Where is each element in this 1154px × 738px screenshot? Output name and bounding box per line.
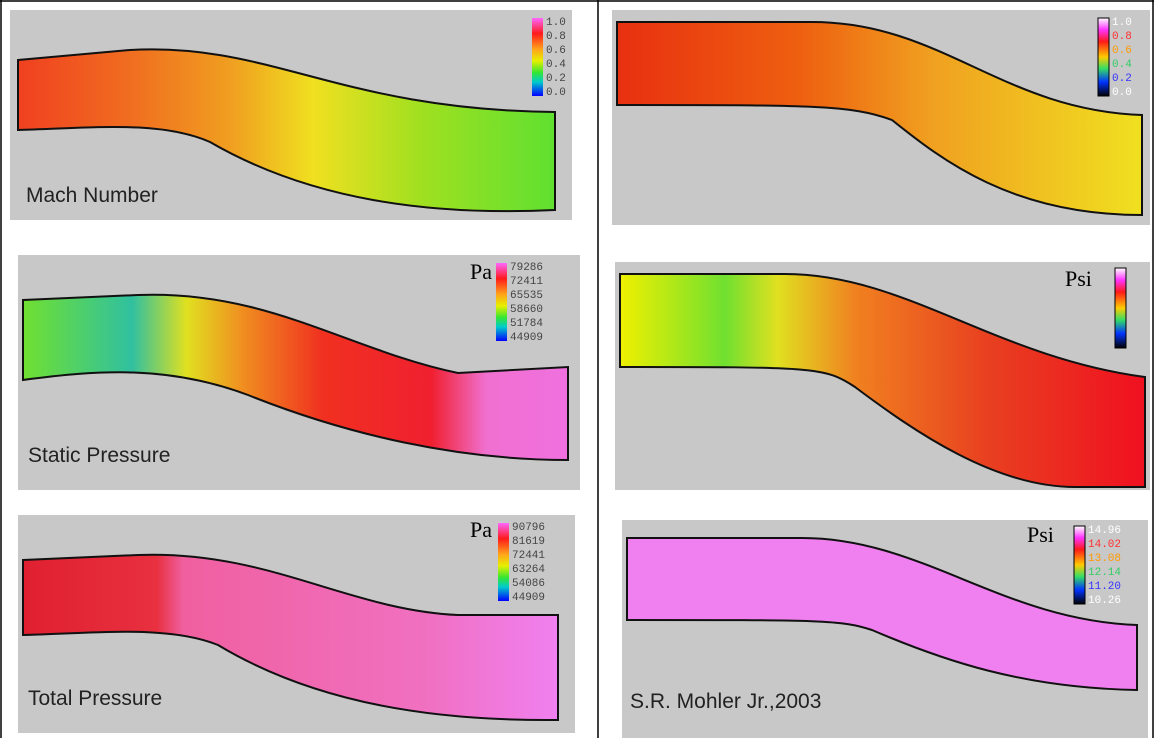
colorbar-label: 0.6 — [1112, 45, 1132, 57]
panel: 79286 72411 65535 58660 51784 44909 Pa Static P… — [18, 255, 580, 490]
colorbar-label: 54086 — [512, 578, 545, 590]
colorbar-label: 0.4 — [1112, 59, 1132, 71]
colorbar-label: 0.0 — [546, 87, 566, 99]
unit-label: Pa — [470, 259, 492, 284]
colorbar-label: 0.8 — [546, 31, 566, 43]
colorbar-label: 0.2 — [1112, 73, 1132, 85]
colorbar-label: 90796 — [512, 522, 545, 534]
colorbar-label: 13.08 — [1088, 553, 1121, 565]
colorbar-label: 44909 — [510, 332, 543, 344]
figure: 1.0 0.8 0.6 0.4 0.2 0.0 Mach Number 79286 72411 6… — [0, 0, 1154, 738]
colorbar-label: 81619 — [512, 536, 545, 548]
colorbar-label: 79286 — [510, 262, 543, 274]
colorbar-label: 14.02 — [1088, 539, 1121, 551]
panel-label: S.R. Mohler Jr.,2003 — [630, 690, 821, 713]
colorbar-label: 1.0 — [1112, 17, 1132, 29]
colorbar-label: 14.96 — [1088, 525, 1121, 537]
colorbar — [496, 263, 507, 341]
colorbar-label: 0.4 — [546, 59, 566, 71]
colorbar-label: 12.14 — [1088, 567, 1121, 579]
colorbar-label: 0.2 — [546, 73, 566, 85]
colorbar-label: 10.26 — [1088, 595, 1121, 607]
colorbar-label: 63264 — [512, 564, 545, 576]
colorbar-label: 1.0 — [546, 17, 566, 29]
colorbar-label: 72411 — [510, 276, 543, 288]
panel: Psi — [615, 262, 1150, 490]
colorbar-label: 0.8 — [1112, 31, 1132, 43]
panel: 14.96 14.02 13.08 12.14 11.20 10.26 Psi S.R. Mo… — [622, 520, 1148, 738]
colorbar-label: 72441 — [512, 550, 545, 562]
colorbar-label: 58660 — [510, 304, 543, 316]
colorbar — [1098, 18, 1109, 96]
colorbar-label: 0.6 — [546, 45, 566, 57]
colorbar-label: 51784 — [510, 318, 543, 330]
panel: 1.0 0.8 0.6 0.4 0.2 0.0 Mach Number — [10, 10, 572, 220]
colorbar-label: 11.20 — [1088, 581, 1121, 593]
colorbar — [1115, 268, 1126, 348]
panel-label: Total Pressure — [28, 687, 162, 710]
colorbar — [1074, 526, 1085, 604]
panel-label: Mach Number — [26, 184, 158, 207]
colorbar-label: 0.0 — [1112, 87, 1132, 99]
colorbar — [532, 18, 543, 96]
colorbar-label: 44909 — [512, 592, 545, 604]
colorbar — [498, 523, 509, 601]
panel: 90796 81619 72441 63264 54086 44909 Pa Total Pr… — [18, 515, 575, 733]
unit-label: Psi — [1065, 266, 1092, 291]
panel-label: Static Pressure — [28, 444, 170, 467]
unit-label: Pa — [470, 517, 492, 542]
unit-label: Psi — [1027, 522, 1054, 547]
colorbar-label: 65535 — [510, 290, 543, 302]
panel: 1.0 0.8 0.6 0.4 0.2 0.0 — [612, 10, 1150, 225]
